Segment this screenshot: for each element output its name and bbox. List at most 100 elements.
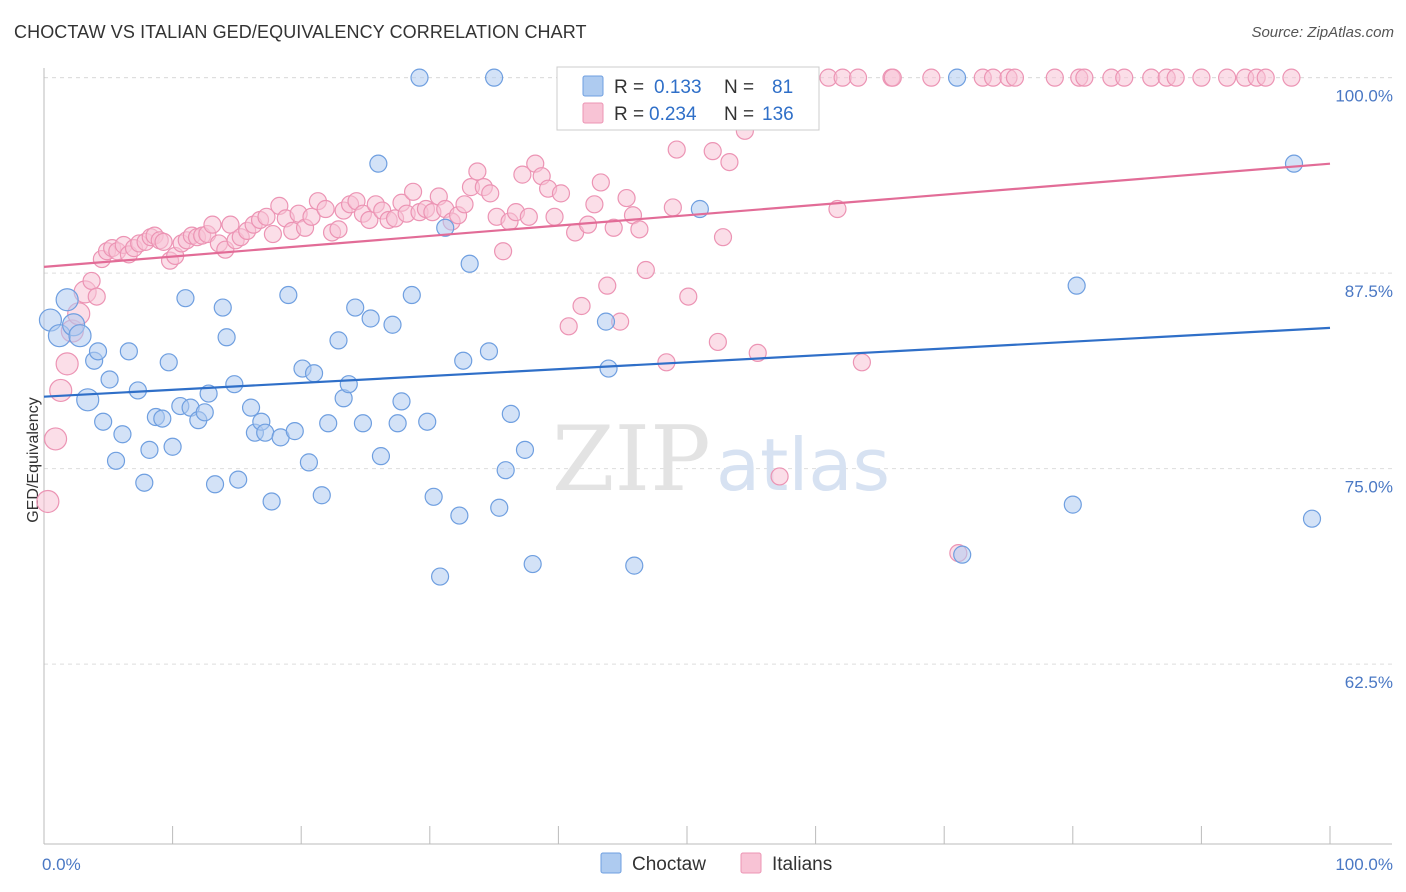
stats-legend: R = 0.133 N = 81 R = 0.234 N = 136	[556, 66, 820, 131]
choctaw-point	[153, 409, 172, 428]
italian-point	[983, 68, 1003, 87]
choctaw-point	[299, 453, 319, 472]
legend-italian-n-label: N =	[724, 104, 754, 125]
choctaw-point	[256, 423, 275, 442]
watermark-zip: ZIP	[552, 407, 711, 512]
legend-italian-r-value: 0.234	[649, 104, 697, 125]
bottom-legend-swatch-italians	[740, 852, 762, 874]
choctaw-point	[304, 364, 324, 383]
choctaw-trend-line	[43, 326, 1331, 398]
legend-swatch-choctaw	[582, 75, 604, 97]
choctaw-point	[947, 68, 967, 87]
watermark: ZIP atlas	[552, 407, 890, 512]
y-axis-label: GED/Equivalency	[25, 397, 42, 522]
italian-point	[302, 207, 321, 226]
italian-point	[49, 378, 73, 403]
italian-point	[154, 232, 173, 251]
choctaw-point	[361, 309, 380, 328]
choctaw-point	[402, 285, 421, 305]
choctaw-point	[217, 328, 236, 347]
watermark-atlas: atlas	[716, 423, 890, 507]
italian-point	[1075, 68, 1094, 87]
legend-swatch-italians	[582, 102, 604, 124]
choctaw-point	[515, 440, 535, 459]
italian-point	[55, 352, 79, 376]
italian-point	[852, 353, 871, 372]
choctaw-point	[430, 567, 450, 586]
italian-point	[360, 210, 379, 230]
choctaw-point	[76, 388, 100, 412]
choctaw-point	[501, 404, 520, 423]
legend-choctaw-r-value: 0.133	[654, 77, 702, 98]
choctaw-point	[279, 285, 298, 305]
italian-point	[922, 68, 941, 87]
trend-lines	[43, 162, 1331, 398]
italian-point	[82, 271, 101, 291]
choctaw-point	[490, 498, 509, 517]
choctaw-point	[346, 298, 365, 317]
choctaw-point	[369, 154, 388, 173]
choctaw-point	[205, 475, 225, 494]
choctaw-point	[450, 506, 469, 525]
choctaw-point	[176, 289, 195, 308]
choctaw-point	[312, 486, 331, 505]
choctaw-point	[371, 447, 391, 466]
bottom-legend-choctaw: Choctaw	[632, 854, 706, 875]
italian-point	[1256, 68, 1275, 87]
italian-point	[604, 218, 623, 237]
italian-point	[481, 184, 500, 203]
italian-point	[848, 68, 868, 87]
choctaw-point	[485, 68, 504, 87]
italian-point	[1115, 68, 1134, 87]
choctaw-point	[353, 414, 373, 433]
grid-lines	[44, 77, 1392, 665]
choctaw-point	[319, 414, 338, 433]
italian-point	[203, 215, 222, 234]
choctaw-point	[953, 545, 972, 564]
italian-point	[679, 287, 698, 306]
italian-point	[667, 140, 686, 159]
italian-point	[703, 142, 722, 161]
tick-labels: 62.5% 75.0% 87.5% 100.0% 0.0% 100.0%	[42, 87, 1393, 874]
italian-point	[828, 199, 847, 219]
italian-point	[87, 287, 106, 306]
legend-choctaw-n-value: 81	[772, 77, 793, 98]
choctaw-point	[339, 375, 358, 394]
italian-point	[329, 220, 348, 239]
choctaw-point	[1067, 276, 1086, 295]
italian-point	[1166, 68, 1185, 87]
italian-point	[630, 220, 649, 239]
choctaw-point	[213, 298, 232, 317]
italian-point	[748, 343, 767, 363]
italian-point	[1192, 68, 1211, 87]
choctaw-point	[199, 384, 218, 403]
italian-point	[43, 427, 68, 451]
series-italians-points	[36, 68, 1301, 563]
series-legend: Choctaw Italians	[600, 852, 832, 875]
choctaw-point	[410, 68, 429, 87]
source-label: Source: ZipAtlas.com	[1251, 24, 1394, 41]
italian-point	[720, 152, 739, 172]
legend-choctaw-r-label: R =	[614, 77, 644, 98]
y-tick-label: 62.5%	[1345, 673, 1393, 692]
choctaw-point	[159, 353, 178, 372]
italian-point	[1218, 68, 1237, 87]
italian-point	[263, 224, 283, 244]
choctaw-point	[523, 554, 542, 574]
choctaw-point	[596, 312, 616, 331]
italian-point	[494, 242, 513, 261]
choctaw-point	[241, 398, 261, 417]
italian-point	[770, 467, 789, 486]
choctaw-point	[1302, 509, 1322, 528]
choctaw-point	[225, 375, 244, 394]
chart-title: CHOCTAW VS ITALIAN GED/EQUIVALENCY CORRE…	[14, 22, 587, 42]
choctaw-point	[436, 218, 455, 237]
italian-point	[1142, 68, 1161, 87]
italian-point	[598, 276, 617, 295]
choctaw-point	[113, 425, 132, 444]
x-tick-label-min: 0.0%	[42, 855, 81, 874]
legend-choctaw-n-label: N =	[724, 77, 754, 98]
y-tick-label: 87.5%	[1345, 282, 1393, 301]
choctaw-point	[1284, 154, 1304, 173]
